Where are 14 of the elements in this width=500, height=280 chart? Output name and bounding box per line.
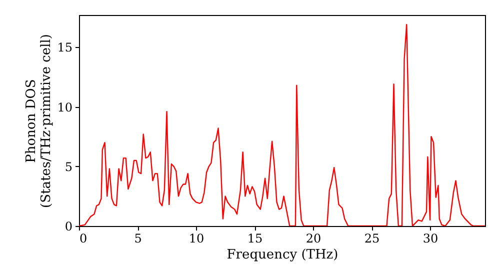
- y-tick-label: 5: [64, 160, 72, 174]
- x-tick-label: 20: [306, 232, 322, 246]
- x-axis-title: Frequency (THz): [226, 248, 338, 262]
- x-tick-label: 25: [364, 232, 380, 246]
- line-series: [79, 24, 485, 226]
- x-tick-label: 10: [188, 232, 204, 246]
- x-tick-label: 30: [422, 232, 438, 246]
- y-tick-label: 10: [57, 100, 72, 114]
- x-tick-label: 5: [134, 232, 142, 246]
- y-tick-label: 15: [57, 40, 72, 55]
- y-axis-title: Phonon DOS (States/THz·primitive cell): [24, 34, 54, 208]
- x-tick-label: 0: [80, 232, 88, 246]
- x-tick-label: 15: [247, 232, 263, 246]
- y-tick-label: 0: [64, 220, 72, 234]
